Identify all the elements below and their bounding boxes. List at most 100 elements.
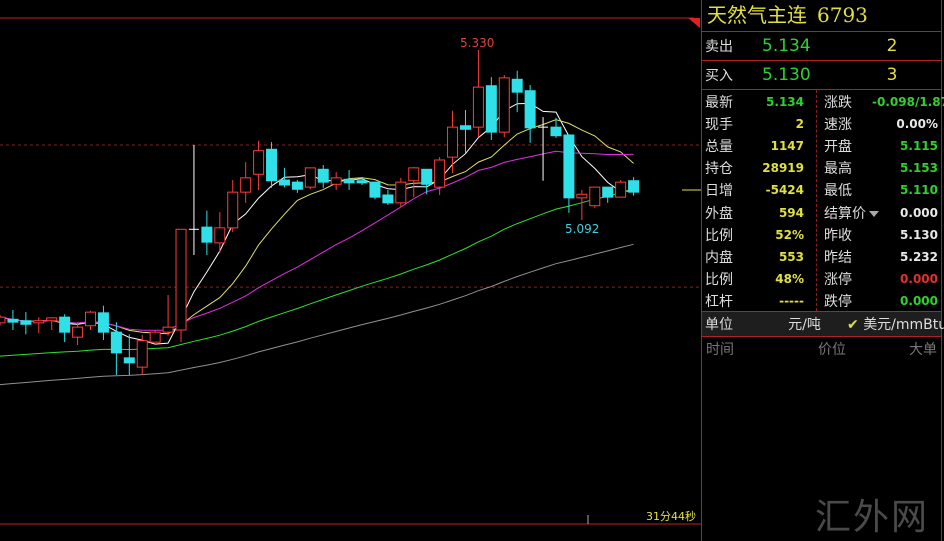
sell-qty: 2 — [886, 36, 898, 56]
field-value: 1147 — [770, 139, 804, 154]
dropdown-icon[interactable] — [869, 210, 879, 217]
buy-label: 买入 — [705, 68, 733, 84]
candle-body — [524, 90, 536, 129]
watermark-logo: 汇外网 — [815, 497, 930, 538]
field-value: -0.098/1.87% — [872, 95, 944, 110]
unit-option-usd-mmbtu[interactable]: ✔ 美元/mmBtu — [847, 314, 944, 334]
candle-body — [563, 134, 575, 199]
quote-row: 杠杆 ----- 跌停 0.000 — [702, 290, 941, 312]
low-label: 5.092 — [565, 222, 600, 236]
candle-body — [511, 78, 523, 93]
quote-row: 内盘 553 昨结 5.232 — [702, 246, 941, 268]
field-value: 5.115 — [900, 139, 938, 154]
quote-row: 最新 5.134 涨跌 -0.098/1.87% — [702, 91, 944, 113]
candle-body — [123, 357, 135, 364]
field-value: 0.000 — [900, 293, 938, 308]
candle-body — [59, 316, 71, 333]
candle-body — [266, 148, 278, 182]
field-label: 比例 — [705, 271, 733, 288]
col-time: 时间 — [706, 342, 734, 358]
candle-body — [408, 167, 420, 182]
field-value: 5.134 — [766, 95, 804, 110]
candle-body — [278, 179, 290, 186]
ma40-line — [0, 188, 634, 357]
candle-body — [472, 86, 484, 128]
candle-body — [149, 331, 161, 343]
field-label-text: 昨收 — [824, 227, 852, 244]
field-value: 5.153 — [900, 161, 938, 176]
candle-body — [628, 180, 640, 193]
candle-body — [369, 181, 381, 198]
candle-body — [576, 193, 588, 199]
field-value: 5.110 — [900, 183, 938, 198]
col-big-order: 大单 — [909, 342, 937, 358]
field-label: 涨停 — [804, 269, 872, 289]
field-value: 553 — [778, 249, 804, 264]
unit-row: 单位 元/吨 ✔ 美元/mmBtu — [702, 311, 944, 337]
field-label: 涨跌 — [804, 92, 872, 112]
quote-row: 持仓 28919 最高 5.153 — [702, 157, 941, 179]
candle-body — [214, 227, 226, 244]
field-label: 现手 — [705, 117, 733, 134]
field-label-text: 涨停 — [824, 271, 852, 288]
corner-marker-icon — [688, 18, 700, 28]
ma5-line — [0, 102, 634, 345]
quote-table: 最新 5.134 涨跌 -0.098/1.87% 现手 2 速涨 0.00% 总量 1147 开盘 5… — [702, 89, 944, 312]
candle-body — [498, 77, 510, 133]
quote-panel: 天然气主连 6793 卖出 5.134 2 买入 5.130 3 最新 5.134 涨跌 -0.… — [701, 0, 944, 541]
candle-body — [304, 167, 316, 188]
quote-row: 比例 48% 涨停 0.000 — [702, 268, 941, 290]
field-label: 外盘 — [705, 205, 733, 222]
sell-price: 5.134 — [762, 36, 811, 56]
field-label: 昨结 — [804, 247, 872, 267]
sell-row[interactable]: 卖出 5.134 2 — [702, 31, 941, 60]
field-value: 0.000 — [900, 271, 938, 286]
candle-body — [395, 181, 407, 204]
buy-row[interactable]: 买入 5.130 3 — [702, 60, 941, 89]
candle-body — [434, 159, 446, 188]
unit-option-text: 美元/mmBtu — [863, 317, 944, 333]
field-label-text: 速涨 — [824, 117, 852, 134]
field-label-text: 跌停 — [824, 293, 852, 310]
field-value: -5424 — [765, 183, 804, 198]
field-value: 52% — [775, 227, 804, 242]
field-label: 速涨 — [804, 114, 872, 134]
field-value: 28919 — [762, 161, 804, 176]
field-label: 最新 — [705, 95, 733, 112]
instrument-title: 天然气主连 6793 — [702, 0, 941, 31]
candle-body — [485, 85, 497, 133]
candle-body — [227, 191, 239, 229]
candle-body — [447, 126, 459, 158]
high-label: 5.330 — [460, 36, 495, 50]
field-label-text: 最低 — [824, 183, 852, 200]
field-label-text: 昨结 — [824, 249, 852, 266]
candle-body — [602, 186, 614, 198]
field-label: 昨收 — [804, 225, 872, 245]
buy-qty: 3 — [886, 65, 898, 85]
field-label[interactable]: 结算价 — [804, 203, 879, 223]
field-value: 5.232 — [900, 249, 938, 264]
field-value: 5.130 — [900, 227, 938, 242]
candlestick-chart — [0, 17, 702, 525]
field-label: 比例 — [705, 227, 733, 244]
buy-price: 5.130 — [762, 65, 811, 85]
candle-body — [7, 318, 19, 323]
quote-row: 现手 2 速涨 0.00% — [702, 113, 941, 135]
candle-body — [201, 226, 213, 243]
field-label: 持仓 — [705, 161, 733, 178]
candle-body — [162, 326, 174, 333]
field-value: 2 — [795, 117, 804, 132]
candle-body — [136, 340, 148, 368]
field-label: 日增 — [705, 183, 733, 200]
candle-body — [110, 331, 122, 354]
col-price: 价位 — [818, 342, 846, 358]
candle-body — [20, 320, 32, 325]
candle-body — [253, 150, 265, 175]
candle-body — [175, 228, 187, 331]
trades-header: 时间 价位 大单 — [702, 337, 941, 361]
unit-label: 单位 — [705, 317, 733, 333]
field-value: 0.00% — [896, 117, 938, 132]
unit-option-yuan-per-ton[interactable]: 元/吨 — [788, 317, 821, 333]
countdown: 31分44秒 — [646, 510, 696, 523]
candle-body — [291, 181, 303, 190]
